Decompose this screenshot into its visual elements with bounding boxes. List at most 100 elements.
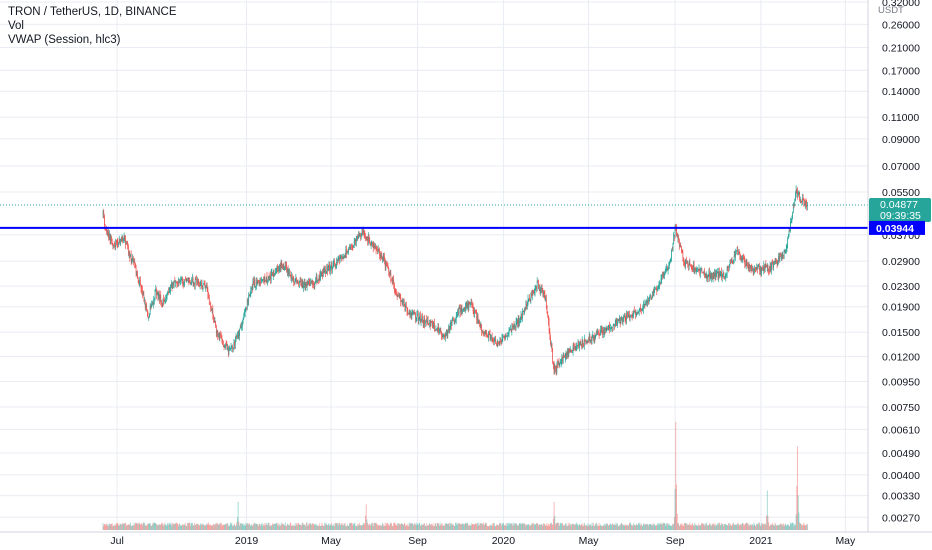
candle-body[interactable] [313,284,315,286]
candle-body[interactable] [548,321,550,331]
candle-body[interactable] [441,331,442,336]
candle-body[interactable] [536,280,538,289]
candle-body[interactable] [442,335,444,338]
candle-body[interactable] [117,242,119,245]
candle-body[interactable] [566,353,568,357]
candle-body[interactable] [444,335,446,337]
candle-body[interactable] [285,265,287,267]
candle-body[interactable] [189,282,191,284]
candle-body[interactable] [439,328,441,333]
candle-body[interactable] [669,262,670,266]
candle-body[interactable] [707,275,708,279]
candle-body[interactable] [309,282,311,284]
candle-body[interactable] [752,268,753,270]
candle-body[interactable] [275,271,277,273]
candle-body[interactable] [186,280,188,282]
candle-body[interactable] [782,255,784,259]
candle-body[interactable] [206,285,208,289]
candle-body[interactable] [180,280,182,282]
candle-body[interactable] [764,264,765,271]
candle-body[interactable] [667,268,669,271]
candle-body[interactable] [301,281,303,286]
candle-body[interactable] [333,261,335,263]
candle-body[interactable] [504,337,506,339]
candle-body[interactable] [214,320,216,323]
candle-body[interactable] [568,348,570,355]
candle-body[interactable] [671,249,672,259]
candle-body[interactable] [690,265,692,268]
candle-body[interactable] [515,327,516,329]
candle-body[interactable] [558,361,560,366]
candle-body[interactable] [343,258,345,259]
candle-body[interactable] [462,311,463,313]
candle-body[interactable] [482,331,484,334]
candle-body[interactable] [594,335,596,339]
candle-body[interactable] [655,288,657,290]
candle-body[interactable] [383,256,385,260]
candle-body[interactable] [209,303,211,305]
candle-body[interactable] [212,309,214,316]
candle-body[interactable] [201,286,203,290]
candle-body[interactable] [609,325,611,329]
candle-body[interactable] [356,235,358,239]
candle-body[interactable] [132,257,134,263]
candle-body[interactable] [116,240,117,242]
candle-body[interactable] [231,346,233,348]
candle-body[interactable] [550,343,552,345]
candle-body[interactable] [410,313,412,316]
candle-body[interactable] [448,328,450,331]
candle-body[interactable] [335,264,337,267]
candle-body[interactable] [381,255,383,260]
candle-body[interactable] [264,277,266,282]
candle-body[interactable] [386,265,388,267]
candle-body[interactable] [168,292,170,293]
candle-body[interactable] [771,262,773,264]
candle-body[interactable] [424,317,425,325]
candle-body[interactable] [382,256,384,260]
candle-body[interactable] [659,282,661,285]
candle-body[interactable] [305,283,307,286]
candle-body[interactable] [412,311,414,315]
candle-body[interactable] [540,289,542,293]
candle-body[interactable] [454,319,456,323]
candle-body[interactable] [766,266,767,268]
candle-body[interactable] [325,271,327,273]
candle-body[interactable] [317,280,318,281]
candle-body[interactable] [626,313,628,316]
candle-body[interactable] [208,296,210,304]
candle-body[interactable] [629,314,630,318]
candle-body[interactable] [253,280,255,284]
candle-body[interactable] [258,281,260,283]
candle-body[interactable] [103,211,105,216]
candle-body[interactable] [173,281,174,286]
candle-body[interactable] [677,237,679,238]
candle-body[interactable] [297,280,299,283]
candle-body[interactable] [684,262,686,265]
candle-body[interactable] [390,273,392,280]
candle-body[interactable] [731,259,733,262]
candle-body[interactable] [711,276,713,279]
candle-body[interactable] [173,280,175,286]
candle-body[interactable] [216,330,218,333]
candle-body[interactable] [791,218,793,220]
candle-body[interactable] [514,327,516,329]
candle-body[interactable] [683,259,684,262]
candle-body[interactable] [795,189,797,196]
candle-body[interactable] [652,291,654,296]
candle-body[interactable] [582,340,584,344]
candle-body[interactable] [325,268,326,273]
candle-body[interactable] [615,319,617,324]
candle-body[interactable] [697,269,699,271]
candle-body[interactable] [595,332,597,335]
candle-body[interactable] [365,237,366,239]
candle-body[interactable] [241,326,243,328]
candle-body[interactable] [622,321,624,322]
candle-body[interactable] [716,271,717,273]
candle-body[interactable] [248,295,250,302]
candlesticks[interactable] [102,185,808,376]
candle-body[interactable] [760,267,762,273]
candle-body[interactable] [804,201,806,205]
candle-body[interactable] [562,354,564,362]
candle-body[interactable] [577,343,579,346]
vwap-indicator-label[interactable]: VWAP (Session, hlc3) [8,34,121,46]
